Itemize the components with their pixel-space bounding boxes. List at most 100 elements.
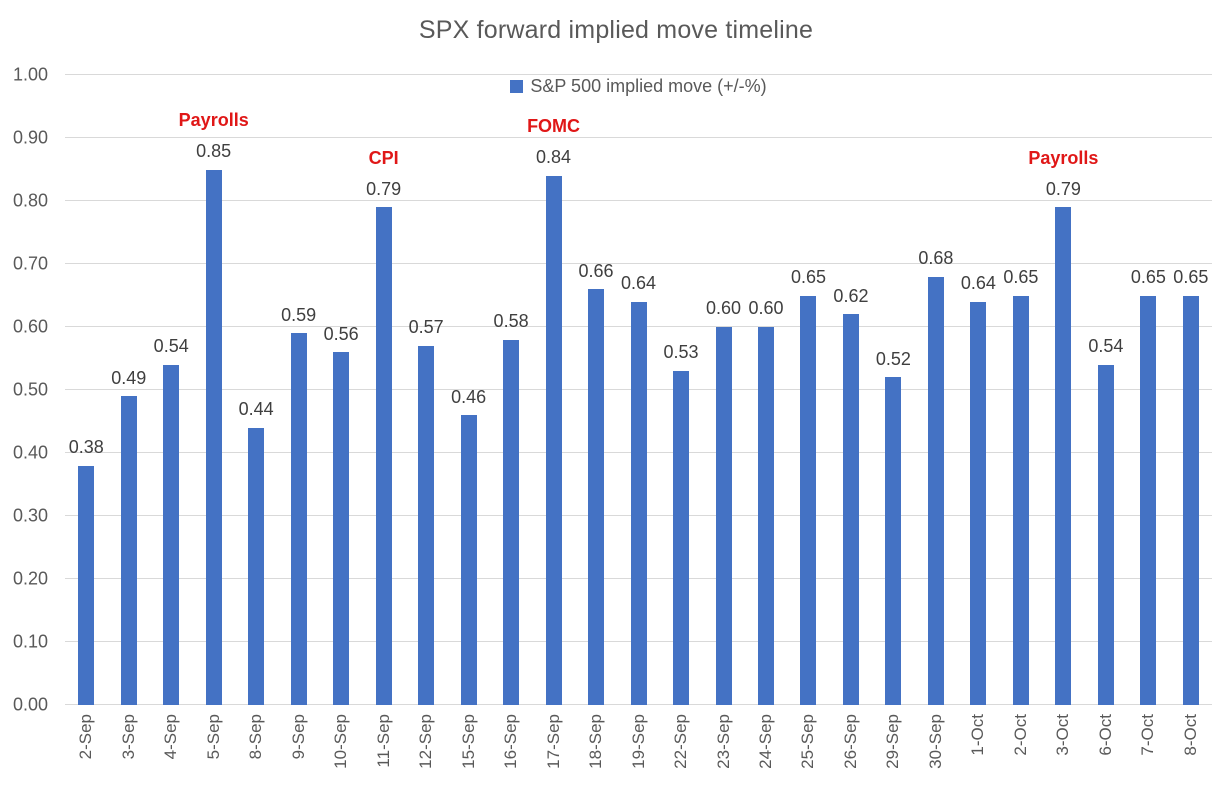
bar-slot: 0.68 30-Sep (915, 75, 957, 769)
x-tick-label: 30-Sep (925, 714, 945, 769)
bar-slot: 0.65 7-Oct (1127, 75, 1169, 756)
y-tick-label: 0.30 (12, 505, 48, 526)
bar (1182, 295, 1199, 705)
bar-slot: 0.79 Payrolls 3-Oct (1028, 75, 1098, 756)
value-label: 0.64 (960, 273, 996, 294)
value-label: 0.60 (705, 298, 742, 319)
y-tick-label: 0.60 (12, 316, 48, 337)
value-label: 0.85 (196, 140, 232, 161)
bar (333, 352, 350, 705)
gridline (65, 137, 1212, 138)
x-tick-label: 16-Sep (501, 714, 521, 769)
x-tick-label: 29-Sep (883, 714, 903, 769)
x-tick-label: 8-Sep (246, 714, 266, 760)
bar-slot: 0.64 19-Sep (617, 75, 659, 769)
x-tick-label: 11-Sep (373, 714, 393, 768)
event-annotation: Payrolls (1028, 147, 1099, 168)
bars-row: 0.38 2-Sep 0.49 3-Sep 0.54 4-Sep 0.85 Payrolls 5… (65, 75, 1212, 769)
bar (545, 175, 562, 705)
value-label: 0.65 (1130, 266, 1166, 287)
value-label: 0.68 (918, 247, 954, 268)
x-tick-label: 8-Oct (1180, 714, 1200, 756)
value-label: 0.54 (153, 336, 189, 357)
value-label: 0.65 (790, 266, 826, 287)
x-tick-label: 17-Sep (543, 714, 563, 769)
x-tick-label: 22-Sep (671, 714, 691, 769)
value-label: 0.65 (1173, 266, 1209, 287)
bar-slot: 0.52 29-Sep (872, 75, 914, 769)
legend: S&P 500 implied move (+/-%) (65, 76, 1212, 97)
bar (1012, 295, 1029, 705)
y-axis: 0.00 0.10 0.20 0.30 0.40 0.50 0.60 0.70 0.80 0.90… (0, 65, 48, 715)
value-label: 0.60 (748, 298, 784, 319)
bar (460, 415, 477, 705)
value-label: 0.79 (1045, 178, 1081, 199)
x-tick-label: 15-Sep (458, 714, 478, 769)
bar (120, 396, 137, 705)
bar-slot: 0.64 1-Oct (957, 75, 999, 755)
value-label: 0.53 (663, 342, 699, 363)
x-tick-label: 25-Sep (798, 714, 818, 769)
bar (78, 465, 95, 705)
bar-slot: 0.38 2-Sep (65, 75, 107, 759)
event-annotation: CPI (368, 147, 399, 168)
value-label: 0.59 (281, 304, 317, 325)
y-tick-label: 0.00 (12, 694, 48, 715)
x-tick-label: 9-Sep (288, 714, 308, 760)
y-tick-label: 0.80 (12, 190, 48, 211)
value-label: 0.65 (1003, 266, 1039, 287)
value-label: 0.58 (493, 310, 529, 331)
value-label: 0.44 (238, 399, 274, 420)
y-tick-label: 0.20 (12, 568, 48, 589)
y-tick-label: 0.70 (12, 253, 48, 274)
x-tick-label: 7-Oct (1138, 714, 1158, 756)
bar-slot: 0.49 3-Sep (107, 75, 149, 760)
value-label: 0.49 (111, 367, 147, 388)
y-tick-label: 0.10 (12, 631, 48, 652)
bar (927, 276, 944, 705)
bar-slot: 0.60 23-Sep (702, 75, 744, 769)
x-tick-label: 12-Sep (416, 714, 436, 769)
bar (1097, 364, 1114, 705)
bar-slot: 0.62 26-Sep (830, 75, 872, 769)
gridline (65, 74, 1212, 75)
y-tick-label: 0.40 (12, 442, 48, 463)
x-tick-label: 5-Sep (203, 714, 223, 760)
y-tick-label: 0.90 (12, 127, 48, 148)
bar-slot: 0.59 9-Sep (277, 75, 319, 760)
bar-slot: 0.53 22-Sep (660, 75, 702, 768)
bar (715, 327, 732, 705)
bar (970, 301, 987, 705)
gridline (65, 263, 1212, 264)
x-tick-label: 18-Sep (586, 714, 606, 769)
x-tick-label: 24-Sep (755, 714, 775, 769)
x-tick-label: 6-Oct (1095, 714, 1115, 756)
value-label: 0.38 (68, 436, 104, 457)
x-tick-label: 2-Sep (76, 714, 96, 760)
y-tick-label: 1.00 (12, 64, 48, 85)
bar-slot: 0.65 25-Sep (787, 75, 829, 769)
bar (205, 169, 222, 705)
x-tick-label: 23-Sep (713, 714, 733, 769)
plot-area: S&P 500 implied move (+/-%) 0.38 2-Sep 0.4… (65, 74, 1212, 769)
bar-slot: 0.60 24-Sep (745, 75, 787, 769)
bar-slot: 0.85 Payrolls 5-Sep (179, 75, 249, 760)
value-label: 0.54 (1088, 336, 1124, 357)
value-label: 0.46 (451, 386, 487, 407)
x-tick-label: 19-Sep (628, 714, 648, 769)
bar-slot: 0.54 4-Sep (150, 75, 192, 759)
value-label: 0.66 (578, 260, 614, 281)
legend-swatch-icon (510, 80, 524, 93)
x-tick-label: 1-Oct (968, 714, 988, 756)
bar (290, 333, 307, 705)
event-annotation: Payrolls (178, 109, 249, 130)
bar (163, 364, 180, 705)
bar (1140, 295, 1157, 705)
chart-title: SPX forward implied move timeline (418, 16, 814, 44)
value-label: 0.79 (366, 178, 402, 199)
x-tick-label: 26-Sep (840, 714, 860, 769)
bar-slot: 0.84 FOMC 17-Sep (527, 75, 580, 769)
bar (588, 289, 605, 705)
bar (418, 345, 435, 705)
